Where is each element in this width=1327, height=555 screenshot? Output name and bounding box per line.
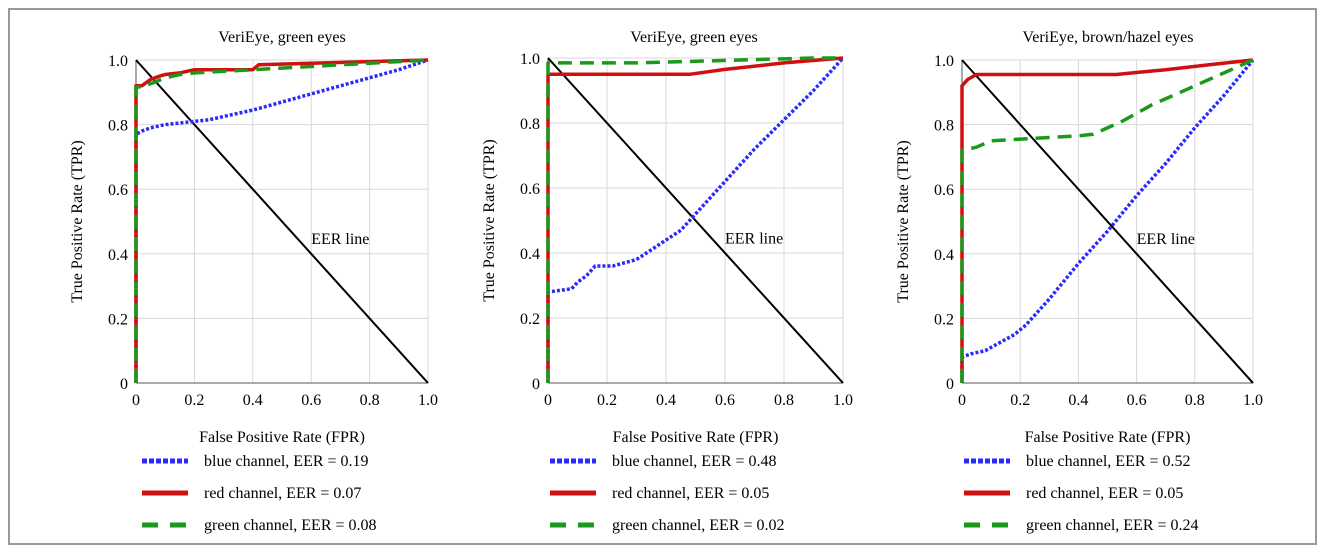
chart-panel-3: VeriEye, brown/hazel eyes 0 0.2 0.4 0.6 0.8 1.… xyxy=(895,29,1263,534)
chart-title: VeriEye, green eyes xyxy=(218,29,346,46)
x-tick-label: 1.0 xyxy=(833,392,853,409)
y-tick-label: 0.8 xyxy=(520,116,540,133)
x-axis-label: False Positive Rate (FPR) xyxy=(613,429,779,446)
x-tick-label: 0.6 xyxy=(715,392,735,409)
y-tick-label: 0.2 xyxy=(934,311,954,328)
y-tick-label: 0 xyxy=(946,376,954,393)
series-green-channel xyxy=(134,58,429,383)
legend-label-red: red channel, EER = 0.05 xyxy=(612,485,769,502)
legend-label-blue: blue channel, EER = 0.48 xyxy=(612,453,777,470)
series-green-channel xyxy=(546,56,843,383)
series-red-channel xyxy=(546,56,844,383)
y-tick-label: 0 xyxy=(120,376,128,393)
eer-line-label: EER line xyxy=(725,230,783,247)
figure-frame xyxy=(8,8,1317,545)
eer-line-label: EER line xyxy=(311,231,369,248)
legend-label-green: green channel, EER = 0.02 xyxy=(612,517,785,534)
y-tick-label: 1.0 xyxy=(108,53,128,70)
legend-label-red: red channel, EER = 0.05 xyxy=(1026,485,1183,502)
legend-label-green: green channel, EER = 0.24 xyxy=(1026,517,1199,534)
eer-line xyxy=(135,59,429,384)
x-tick-label: 0 xyxy=(958,392,966,409)
y-tick-label: 0.4 xyxy=(108,247,128,264)
x-tick-label: 0.4 xyxy=(1068,392,1088,409)
legend-label-red: red channel, EER = 0.07 xyxy=(204,485,361,502)
y-tick-label: 0.8 xyxy=(108,118,128,135)
y-tick-label: 1.0 xyxy=(520,51,540,68)
series-green-channel xyxy=(960,58,1254,383)
y-axis-label: True Positive Rate (TPR) xyxy=(69,140,86,303)
y-tick-label: 0.6 xyxy=(934,182,954,199)
y-tick-label: 1.0 xyxy=(934,53,954,70)
x-tick-label: 0.2 xyxy=(597,392,617,409)
chart-title: VeriEye, green eyes xyxy=(630,29,758,46)
x-axis-label: False Positive Rate (FPR) xyxy=(1025,429,1191,446)
y-tick-label: 0 xyxy=(532,376,540,393)
x-tick-label: 1.0 xyxy=(418,392,438,409)
legend-label-blue: blue channel, EER = 0.19 xyxy=(204,453,369,470)
y-tick-label: 0.6 xyxy=(108,182,128,199)
chart-panel-2: VeriEye, green eyes 0 0.2 0.4 0.6 0.8 1.0 0 0.2 0… xyxy=(481,29,853,534)
x-tick-label: 0.6 xyxy=(1127,392,1147,409)
x-tick-label: 0.8 xyxy=(1185,392,1205,409)
x-tick-label: 1.0 xyxy=(1243,392,1263,409)
x-tick-label: 0.6 xyxy=(301,392,321,409)
x-tick-label: 0.2 xyxy=(184,392,204,409)
series-blue-channel xyxy=(546,56,845,383)
x-tick-label: 0.8 xyxy=(774,392,794,409)
y-tick-label: 0.2 xyxy=(108,311,128,328)
x-tick-label: 0 xyxy=(544,392,552,409)
y-tick-label: 0.6 xyxy=(520,181,540,198)
chart-panel-1: VeriEye, green eyes 0 0.2 0.4 0.6 0.8 1.0 0 0.2 0… xyxy=(69,29,438,534)
y-tick-label: 0.8 xyxy=(934,118,954,135)
eer-line xyxy=(961,59,1254,384)
x-tick-label: 0.8 xyxy=(360,392,380,409)
legend-label-blue: blue channel, EER = 0.52 xyxy=(1026,453,1191,470)
series-red-channel xyxy=(960,58,1254,383)
chart-title: VeriEye, brown/hazel eyes xyxy=(1022,29,1193,46)
x-tick-label: 0.4 xyxy=(243,392,263,409)
y-tick-label: 0.2 xyxy=(520,311,540,328)
series-blue-channel xyxy=(134,58,429,383)
eer-line xyxy=(547,57,844,384)
x-tick-label: 0.2 xyxy=(1010,392,1030,409)
x-tick-label: 0.4 xyxy=(656,392,676,409)
series-blue-channel xyxy=(960,58,1255,383)
y-axis-label: True Positive Rate (TPR) xyxy=(481,139,498,302)
y-axis-label: True Positive Rate (TPR) xyxy=(895,140,912,303)
y-tick-label: 0.4 xyxy=(520,246,540,263)
y-tick-label: 0.4 xyxy=(934,247,954,264)
x-tick-label: 0 xyxy=(132,392,140,409)
eer-line-label: EER line xyxy=(1137,231,1195,248)
legend-label-green: green channel, EER = 0.08 xyxy=(204,517,377,534)
series-red-channel xyxy=(134,58,429,383)
x-axis-label: False Positive Rate (FPR) xyxy=(199,429,365,446)
